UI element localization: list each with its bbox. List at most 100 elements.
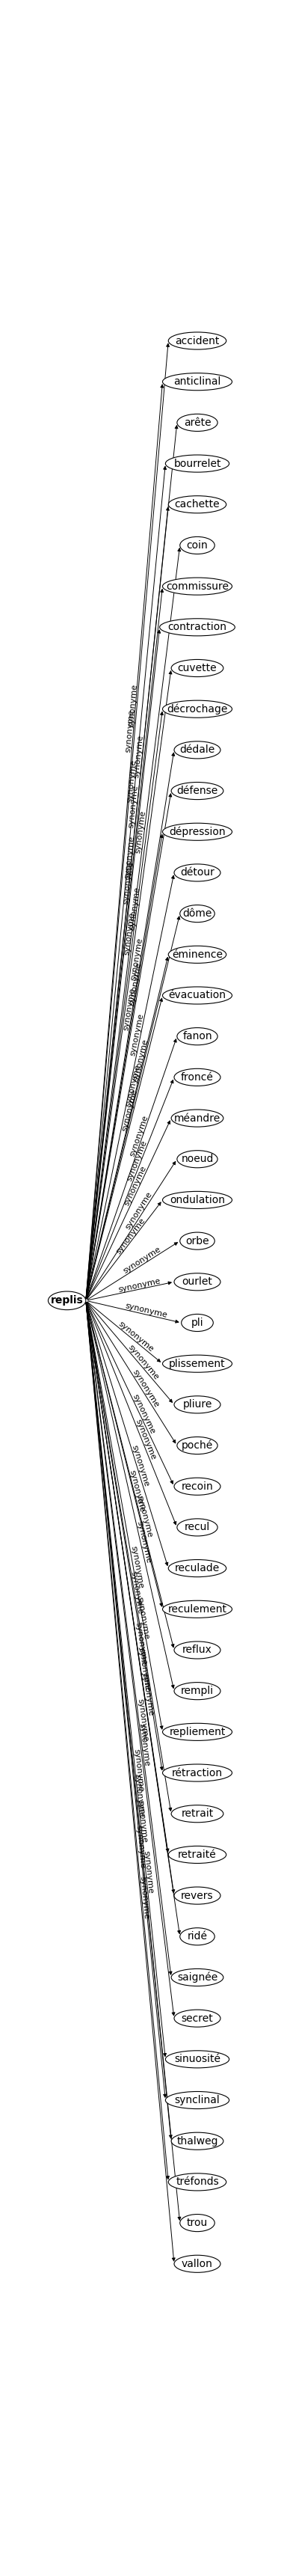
Text: commissure: commissure: [166, 582, 229, 592]
Text: retrait: retrait: [181, 1808, 214, 1819]
Text: synonyme: synonyme: [136, 1698, 149, 1741]
Text: synonyme: synonyme: [124, 835, 136, 878]
Ellipse shape: [177, 415, 217, 430]
Text: synonyme: synonyme: [139, 1875, 150, 1919]
Text: dôme: dôme: [183, 909, 212, 920]
Text: synonyme: synonyme: [126, 760, 137, 804]
Text: synonyme: synonyme: [142, 1850, 154, 1893]
Ellipse shape: [174, 1273, 221, 1291]
Text: synonyme: synonyme: [122, 1247, 162, 1275]
Ellipse shape: [162, 577, 232, 595]
Text: synonyme: synonyme: [128, 1113, 149, 1157]
Ellipse shape: [171, 1110, 223, 1126]
Text: reculement: reculement: [168, 1605, 227, 1615]
Ellipse shape: [162, 987, 232, 1005]
Ellipse shape: [162, 1723, 232, 1741]
Text: synonyme: synonyme: [130, 938, 144, 981]
Text: synonyme: synonyme: [114, 1216, 146, 1255]
Text: synonyme: synonyme: [128, 886, 142, 930]
Ellipse shape: [168, 2174, 226, 2190]
Ellipse shape: [180, 2215, 215, 2231]
Ellipse shape: [177, 1028, 217, 1046]
Text: ourlet: ourlet: [182, 1278, 212, 1288]
Ellipse shape: [174, 1888, 221, 1904]
Text: revers: revers: [181, 1891, 214, 1901]
Text: synonyme: synonyme: [135, 1824, 146, 1868]
Text: thalweg: thalweg: [176, 2136, 218, 2146]
Text: décrochage: décrochage: [167, 703, 228, 714]
Text: détour: détour: [180, 868, 214, 878]
Text: synonyme: synonyme: [129, 1012, 145, 1056]
Text: rétraction: rétraction: [172, 1767, 223, 1777]
Text: plissement: plissement: [169, 1358, 226, 1368]
Text: synonyme: synonyme: [117, 1319, 155, 1352]
Text: reculade: reculade: [175, 1564, 220, 1574]
Ellipse shape: [177, 1151, 217, 1167]
Text: synonyme: synonyme: [123, 912, 136, 956]
Ellipse shape: [166, 2050, 229, 2069]
Ellipse shape: [160, 618, 235, 636]
Text: synonyme: synonyme: [125, 1064, 142, 1108]
Text: synonyme: synonyme: [138, 1723, 151, 1767]
Ellipse shape: [180, 1231, 215, 1249]
Ellipse shape: [171, 659, 223, 677]
Text: cachette: cachette: [175, 500, 220, 510]
Text: contraction: contraction: [168, 621, 227, 634]
Ellipse shape: [162, 1190, 232, 1208]
Ellipse shape: [48, 1291, 86, 1309]
Text: synonyme: synonyme: [133, 734, 145, 778]
Text: fanon: fanon: [182, 1030, 212, 1041]
Text: synonyme: synonyme: [130, 1546, 144, 1589]
Ellipse shape: [174, 1069, 221, 1087]
Ellipse shape: [168, 1558, 226, 1577]
Text: recul: recul: [185, 1522, 210, 1533]
Text: pli: pli: [191, 1316, 203, 1329]
Text: pliure: pliure: [183, 1399, 212, 1409]
Text: coin: coin: [187, 541, 208, 551]
Text: synonyme: synonyme: [134, 1419, 157, 1461]
Text: ondulation: ondulation: [170, 1195, 225, 1206]
Ellipse shape: [180, 1927, 215, 1945]
Text: accident: accident: [175, 335, 219, 345]
Ellipse shape: [177, 1437, 217, 1455]
Text: synonyme: synonyme: [122, 860, 134, 904]
Ellipse shape: [166, 456, 229, 471]
Text: saignée: saignée: [177, 1973, 217, 1984]
Text: synonyme: synonyme: [137, 1646, 151, 1690]
Ellipse shape: [168, 1847, 226, 1862]
Ellipse shape: [174, 1396, 221, 1414]
Text: cuvette: cuvette: [178, 662, 217, 672]
Text: recoin: recoin: [181, 1481, 213, 1492]
Text: synonyme: synonyme: [131, 1368, 160, 1409]
Text: arête: arête: [183, 417, 211, 428]
Text: synonyme: synonyme: [121, 1090, 139, 1133]
Ellipse shape: [168, 495, 226, 513]
Text: défense: défense: [177, 786, 218, 796]
Text: replis: replis: [51, 1296, 83, 1306]
Text: synonyme: synonyme: [128, 683, 139, 726]
Text: synonyme: synonyme: [131, 1394, 157, 1435]
Text: synonyme: synonyme: [124, 1190, 154, 1231]
Text: synonyme: synonyme: [118, 1278, 162, 1293]
Ellipse shape: [162, 374, 232, 392]
Text: synonyme: synonyme: [131, 1443, 150, 1486]
Text: sinuosité: sinuosité: [174, 2053, 221, 2063]
Text: anticlinal: anticlinal: [174, 376, 221, 386]
Text: repliement: repliement: [169, 1726, 225, 1736]
Ellipse shape: [168, 332, 226, 350]
Ellipse shape: [162, 701, 232, 719]
Text: synonyme: synonyme: [134, 809, 147, 853]
Text: reflux: reflux: [182, 1646, 212, 1656]
Ellipse shape: [162, 1600, 232, 1618]
Ellipse shape: [171, 2133, 223, 2151]
Text: secret: secret: [181, 2012, 213, 2025]
Text: synonyme: synonyme: [132, 1038, 149, 1082]
Text: froncé: froncé: [181, 1072, 214, 1082]
Text: synonyme: synonyme: [127, 1345, 160, 1381]
Text: synonyme: synonyme: [130, 1571, 144, 1615]
Text: noeud: noeud: [181, 1154, 214, 1164]
Text: rempli: rempli: [181, 1685, 214, 1695]
Ellipse shape: [177, 1520, 217, 1535]
Ellipse shape: [174, 1479, 221, 1494]
Ellipse shape: [181, 1314, 213, 1332]
